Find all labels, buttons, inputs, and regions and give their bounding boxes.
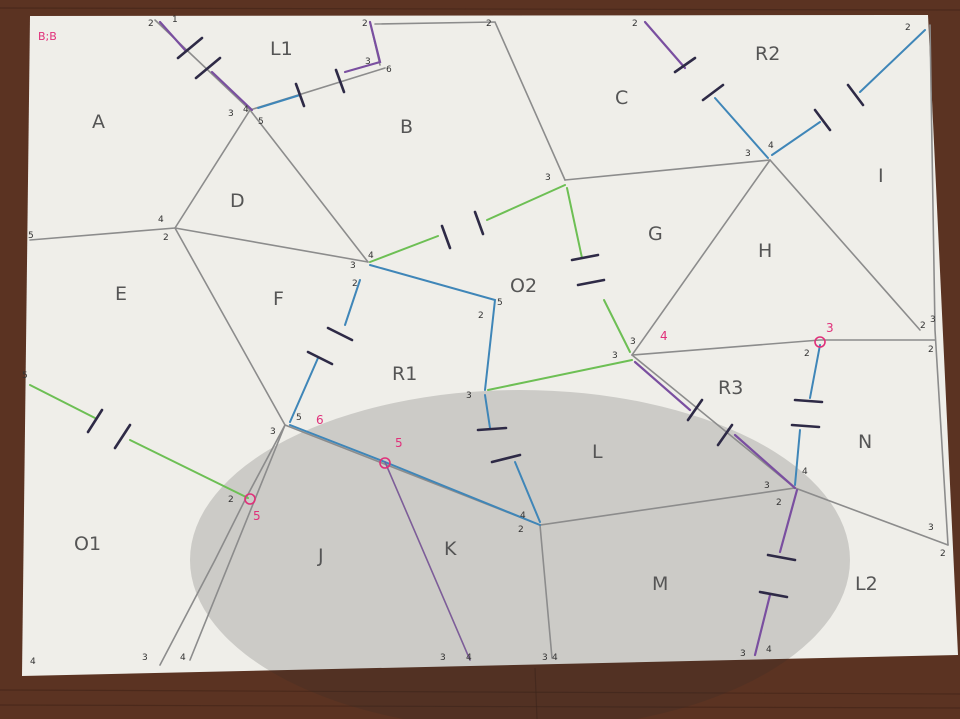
pin-number: 3 bbox=[270, 427, 276, 437]
pin-numbers: 2 1 2 2 2 2 4 3 5 3 6 5 4 2 3 3 4 3 4 2 … bbox=[22, 15, 946, 667]
pin-number: 3 bbox=[930, 315, 936, 325]
region-label-j: J bbox=[317, 545, 324, 567]
pin-number: 2 bbox=[362, 19, 368, 29]
pin-number: 3 bbox=[764, 481, 770, 491]
region-label-a: A bbox=[92, 111, 105, 133]
pin-number: 3 bbox=[350, 261, 356, 271]
pin-number: 4 bbox=[158, 215, 164, 225]
junction-markers: 3 4 5 5 6 bbox=[253, 321, 834, 523]
pin-number: 2 bbox=[518, 525, 524, 535]
region-label-c: C bbox=[615, 87, 628, 109]
junction-marker-5-top: 5 bbox=[395, 436, 403, 450]
region-label-o1: O1 bbox=[74, 533, 101, 555]
junction-marker-3: 3 bbox=[826, 321, 834, 335]
region-label-g: G bbox=[648, 223, 663, 245]
pin-number: 3 bbox=[612, 351, 618, 361]
pin-number: 4 bbox=[243, 105, 249, 115]
pin-number: 2 bbox=[928, 345, 934, 355]
capacitors bbox=[86, 36, 865, 599]
pin-number: 5 bbox=[296, 413, 302, 423]
pin-number: 4 bbox=[802, 467, 808, 477]
region-label-l2: L2 bbox=[855, 573, 878, 595]
pin-number: 2 bbox=[352, 279, 358, 289]
pin-number: 3 bbox=[466, 391, 472, 401]
pin-number: 3 bbox=[440, 653, 446, 663]
region-label-o2: O2 bbox=[510, 275, 537, 297]
circuit-lines bbox=[29, 20, 926, 661]
pin-number: 2 bbox=[776, 498, 782, 508]
pin-number: 5 bbox=[22, 371, 28, 381]
region-label-i: I bbox=[878, 165, 884, 187]
region-label-r1: R1 bbox=[392, 363, 417, 385]
corner-label: B;B bbox=[38, 30, 57, 43]
pin-number: 4 bbox=[520, 511, 526, 521]
pin-number: 2 bbox=[148, 19, 154, 29]
region-label-l1: L1 bbox=[270, 38, 293, 60]
pin-number: 3 bbox=[365, 57, 371, 67]
pin-number: 3 bbox=[928, 523, 934, 533]
pin-number: 2 bbox=[804, 349, 810, 359]
pin-number: 4 bbox=[30, 657, 36, 667]
pin-number: 5 bbox=[28, 231, 34, 241]
pin-number: 3 bbox=[142, 653, 148, 663]
junction-circles bbox=[244, 336, 826, 505]
region-label-r2: R2 bbox=[755, 43, 780, 65]
pin-number: 2 bbox=[228, 495, 234, 505]
pin-number: 4 bbox=[552, 653, 558, 663]
shadow bbox=[190, 390, 850, 719]
pin-number: 3 bbox=[745, 149, 751, 159]
region-label-k: K bbox=[444, 538, 457, 560]
junction-marker-5-bottom: 5 bbox=[253, 509, 261, 523]
pin-number: 2 bbox=[486, 19, 492, 29]
region-label-d: D bbox=[230, 190, 245, 212]
pin-number: 2 bbox=[905, 23, 911, 33]
region-label-m: M bbox=[652, 573, 668, 595]
pin-number: 2 bbox=[632, 19, 638, 29]
pin-number: 3 bbox=[630, 337, 636, 347]
region-label-f: F bbox=[273, 288, 284, 310]
pin-number: 4 bbox=[368, 251, 374, 261]
region-labels: A L1 B C R2 I D E F G H O2 R1 L R3 N O1 … bbox=[74, 38, 884, 595]
pin-number: 5 bbox=[497, 298, 503, 308]
pin-number: 2 bbox=[940, 549, 946, 559]
pin-number: 2 bbox=[478, 311, 484, 321]
pin-number: 2 bbox=[920, 321, 926, 331]
pin-number: 4 bbox=[180, 653, 186, 663]
junction-marker-4: 4 bbox=[660, 329, 668, 343]
pin-number: 5 bbox=[258, 117, 264, 127]
pin-number: 3 bbox=[740, 649, 746, 659]
pin-number: 4 bbox=[768, 141, 774, 151]
pin-number: 6 bbox=[386, 65, 392, 75]
pin-number: 3 bbox=[542, 653, 548, 663]
pin-number: 3 bbox=[228, 109, 234, 119]
region-label-n: N bbox=[858, 431, 872, 453]
pin-number: 4 bbox=[766, 645, 772, 655]
pin-number: 3 bbox=[545, 173, 551, 183]
region-label-e: E bbox=[115, 283, 127, 305]
region-label-l: L bbox=[592, 441, 603, 463]
pin-number: 1 bbox=[172, 15, 178, 25]
region-label-h: H bbox=[758, 240, 772, 262]
pin-number: 2 bbox=[163, 233, 169, 243]
region-label-b: B bbox=[400, 116, 413, 138]
junction-marker-6: 6 bbox=[316, 413, 324, 427]
pin-number: 4 bbox=[466, 653, 472, 663]
region-label-r3: R3 bbox=[718, 377, 743, 399]
